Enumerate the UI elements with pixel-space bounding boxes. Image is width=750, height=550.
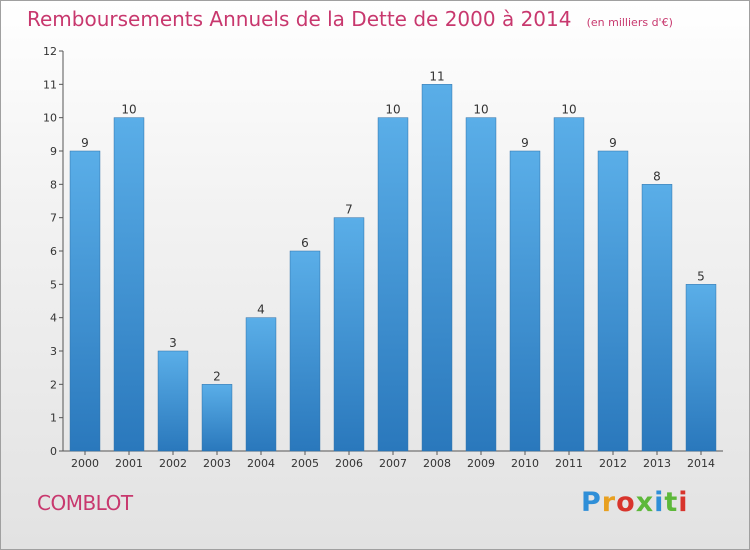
data-label: 8 — [653, 169, 661, 183]
bar-2010 — [509, 150, 541, 452]
bar-2008 — [421, 84, 453, 452]
y-tick-label: 10 — [43, 112, 57, 125]
y-tick-label: 4 — [50, 312, 57, 325]
data-label: 4 — [257, 303, 265, 317]
data-label: 9 — [81, 136, 89, 150]
x-tick-label: 2009 — [467, 457, 495, 470]
bars — [69, 84, 717, 452]
data-label: 7 — [345, 203, 353, 217]
data-label: 11 — [429, 69, 444, 83]
bar-2003 — [201, 384, 233, 452]
bar-2012 — [597, 150, 629, 452]
chart-title: Remboursements Annuels de la Dette de 20… — [27, 7, 572, 31]
bar-2009 — [465, 117, 497, 452]
bar-2000 — [69, 150, 101, 452]
y-tick-label: 6 — [50, 245, 57, 258]
data-label: 5 — [697, 269, 705, 283]
bar-2006 — [333, 217, 365, 452]
y-tick-label: 3 — [50, 345, 57, 358]
x-tick-label: 2001 — [115, 457, 143, 470]
data-label: 9 — [521, 136, 529, 150]
data-label: 10 — [473, 103, 488, 117]
y-tick-label: 2 — [50, 378, 57, 391]
bar-2002 — [157, 350, 189, 452]
data-label: 10 — [561, 103, 576, 117]
x-tick-label: 2006 — [335, 457, 363, 470]
x-tick-label: 2010 — [511, 457, 539, 470]
x-tick-label: 2014 — [687, 457, 715, 470]
x-tick-label: 2004 — [247, 457, 275, 470]
x-tick-label: 2003 — [203, 457, 231, 470]
data-label: 10 — [121, 103, 136, 117]
y-tick-label: 0 — [50, 445, 57, 458]
x-tick-label: 2002 — [159, 457, 187, 470]
proxiti-logo: Proxiti — [581, 487, 689, 518]
bar-2013 — [641, 184, 673, 452]
bar-2011 — [553, 117, 585, 452]
x-tick-label: 2013 — [643, 457, 671, 470]
x-tick-label: 2005 — [291, 457, 319, 470]
y-tick-label: 11 — [43, 78, 57, 91]
commune-name: COMBLOT — [37, 491, 133, 515]
bar-2005 — [289, 250, 321, 452]
y-tick-label: 9 — [50, 145, 57, 158]
data-label: 10 — [385, 103, 400, 117]
bar-2007 — [377, 117, 409, 452]
x-tick-label: 2008 — [423, 457, 451, 470]
bar-2004 — [245, 317, 277, 452]
chart-title-block: Remboursements Annuels de la Dette de 20… — [27, 7, 673, 31]
x-tick-label: 2000 — [71, 457, 99, 470]
x-tick-label: 2011 — [555, 457, 583, 470]
y-tick-label: 8 — [50, 178, 57, 191]
y-tick-label: 5 — [50, 278, 57, 291]
y-tick-label: 1 — [50, 412, 57, 425]
x-tick-label: 2012 — [599, 457, 627, 470]
labels: 2000 9 2001 10 2002 3 2003 2 2004 4 2005 6 2006 7 2007… — [71, 69, 715, 470]
data-label: 3 — [169, 336, 177, 350]
bar-2001 — [113, 117, 145, 452]
data-label: 9 — [609, 136, 617, 150]
data-label: 6 — [301, 236, 309, 250]
x-tick-label: 2007 — [379, 457, 407, 470]
y-tick-label: 12 — [43, 45, 57, 58]
bar-2014 — [685, 284, 717, 452]
data-label: 2 — [213, 369, 221, 383]
y-tick-label: 7 — [50, 212, 57, 225]
chart-unit: (en milliers d'€) — [586, 16, 673, 29]
